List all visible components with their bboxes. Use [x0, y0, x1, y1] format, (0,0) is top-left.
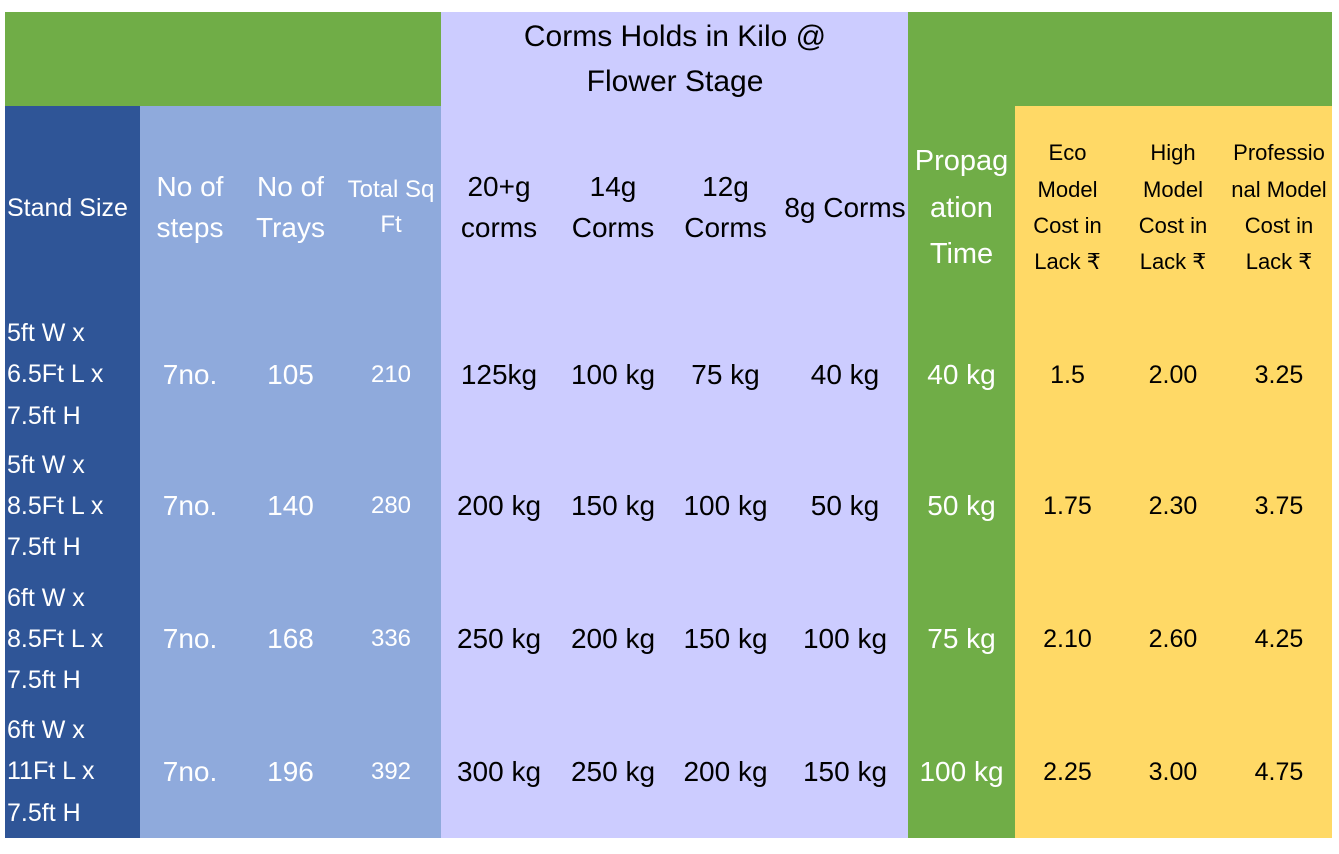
- table-cell: 3.75: [1254, 492, 1304, 521]
- column-header: High Model Cost in Lack ₹: [1138, 140, 1208, 275]
- green-top-left: [5, 12, 441, 106]
- column-header: 20+g corms: [460, 171, 538, 243]
- table-cell: 50 kg: [810, 490, 880, 522]
- table-cell: 6ft W x 8.5Ft L x 7.5ft H: [7, 583, 104, 695]
- table-cell: 40 kg: [927, 358, 996, 390]
- table-cell: 4.75: [1254, 757, 1304, 786]
- table-cell: 2.30: [1148, 492, 1198, 521]
- table-cell: 2.00: [1148, 360, 1198, 389]
- table-cell: 2.25: [1043, 757, 1092, 786]
- column-header: No of steps: [156, 171, 224, 243]
- table-cell: 300 kg: [456, 755, 542, 787]
- table-cell: 7no.: [162, 490, 218, 522]
- table-cell: 200 kg: [456, 490, 542, 522]
- column-header: Professional Model Cost in Lack ₹: [1231, 140, 1327, 275]
- table-cell: 200 kg: [570, 623, 656, 655]
- group-title: Corms Holds in Kilo @ Flower Stage: [523, 20, 827, 98]
- table-cell: 196: [267, 755, 314, 787]
- table-cell: 150 kg: [683, 623, 768, 655]
- column-header: 8g Corms: [784, 191, 906, 223]
- column-header: Propagation Time: [914, 145, 1009, 271]
- table-cell: 210: [370, 360, 412, 388]
- table-cell: 336: [370, 625, 412, 653]
- table-cell: 4.25: [1254, 625, 1304, 654]
- table-cell: 5ft W x 8.5Ft L x 7.5ft H: [7, 450, 104, 562]
- table-cell: 250 kg: [570, 755, 656, 787]
- table-cell: 100 kg: [802, 623, 888, 655]
- table-cell: 75 kg: [927, 623, 996, 655]
- table-cell: 2.60: [1148, 625, 1198, 654]
- dark-blue-column: [5, 106, 140, 838]
- table-cell: 392: [370, 757, 412, 785]
- light-blue-band: [140, 106, 441, 838]
- table-cell: 7no.: [162, 755, 218, 787]
- column-header: No of Trays: [256, 171, 325, 243]
- table-cell: 3.25: [1254, 360, 1304, 389]
- table-cell: 150 kg: [570, 490, 656, 522]
- table-cell: 6ft W x 11Ft L x 7.5ft H: [7, 716, 95, 827]
- green-column: [908, 106, 1015, 838]
- table-cell: 7no.: [162, 623, 218, 655]
- table-cell: 168: [267, 623, 314, 655]
- table-cell: 2.10: [1043, 625, 1092, 654]
- table-cell: 5ft W x 6.5Ft L x 7.5ft H: [7, 319, 104, 430]
- table-cell: 1.75: [1043, 492, 1092, 521]
- lavender-band: [441, 12, 908, 838]
- column-header: 12g Corms: [684, 171, 767, 243]
- table-cell: 1.5: [1050, 360, 1085, 389]
- yellow-band: [1015, 106, 1332, 838]
- green-band: [908, 12, 1332, 106]
- table-cell: 280: [370, 492, 412, 520]
- table-cell: 50 kg: [927, 490, 996, 522]
- table-cell: 100 kg: [919, 755, 1004, 787]
- table-cell: 105: [267, 358, 314, 390]
- table-cell: 7no.: [162, 358, 218, 390]
- table-cell: 3.00: [1148, 757, 1198, 786]
- table-cell: 250 kg: [456, 623, 542, 655]
- table-cell: 150 kg: [802, 755, 888, 787]
- table-cell: 75 kg: [691, 358, 760, 390]
- table-cell: 140: [267, 490, 314, 522]
- table-cell: 200 kg: [683, 755, 768, 787]
- table-cell: 40 kg: [810, 358, 880, 390]
- table-cell: 100 kg: [570, 358, 656, 390]
- column-header: Total Sq Ft: [347, 176, 435, 238]
- column-header: 14g Corms: [571, 171, 655, 243]
- table-cell: 100 kg: [683, 490, 768, 522]
- column-header: Eco Model Cost in Lack ₹: [1033, 140, 1102, 275]
- table-cell: 125kg: [460, 358, 538, 390]
- column-header: Stand Size: [7, 193, 128, 222]
